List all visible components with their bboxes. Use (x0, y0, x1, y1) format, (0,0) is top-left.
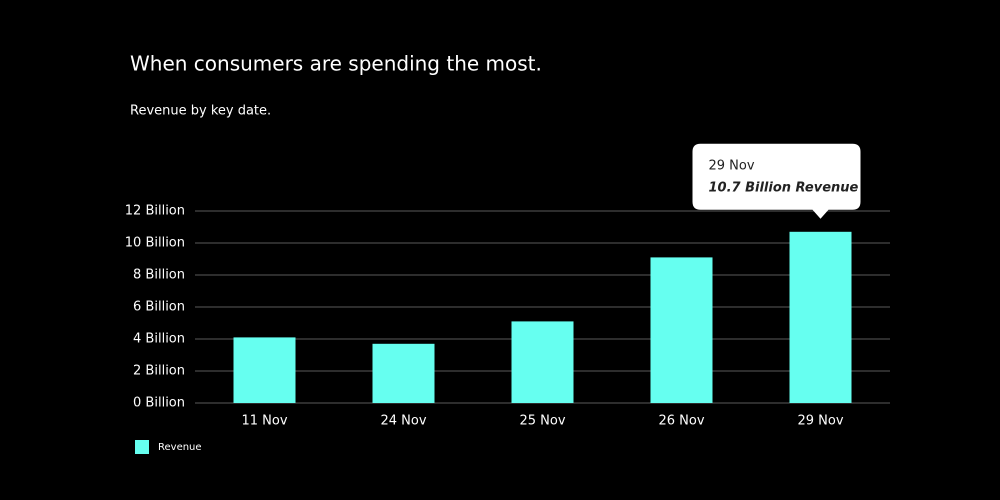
x-tick-label: 29 Nov (797, 414, 843, 429)
bar (789, 231, 852, 403)
chart-subtitle: Revenue by key date. (130, 104, 271, 119)
x-tick-label: 25 Nov (519, 414, 565, 429)
legend-label: Revenue (158, 442, 202, 453)
y-tick-label: 10 Billion (125, 236, 185, 251)
bar (233, 337, 296, 403)
chart-title: When consumers are spending the most. (130, 52, 542, 76)
x-tick-label: 26 Nov (658, 414, 704, 429)
tooltip (692, 143, 861, 219)
data-label: 10.7 Billion Revenue (709, 180, 859, 195)
y-tick-label: 4 Billion (133, 332, 185, 347)
tooltip-category: 29 Nov (709, 158, 755, 173)
bar (511, 321, 574, 403)
y-tick-label: 12 Billion (125, 204, 185, 219)
x-tick-label: 24 Nov (380, 414, 426, 429)
legend-swatch (135, 440, 149, 454)
bar (650, 257, 713, 403)
y-tick-label: 8 Billion (133, 268, 185, 283)
bar (372, 343, 435, 403)
x-tick-label: 11 Nov (241, 414, 287, 429)
y-tick-label: 6 Billion (133, 300, 185, 315)
y-tick-label: 0 Billion (133, 396, 185, 411)
y-tick-label: 2 Billion (133, 364, 185, 379)
